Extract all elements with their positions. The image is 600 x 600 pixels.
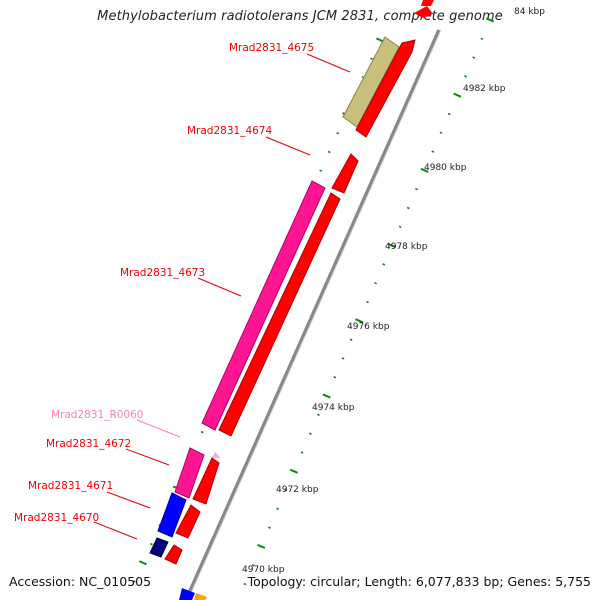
accession-text: Accession: NC_010505 [9, 574, 152, 589]
tick-mark [398, 225, 402, 229]
tick-mark [485, 17, 495, 23]
tick-mark [420, 167, 429, 173]
leader-line-4674 [265, 136, 311, 156]
tick-mark [472, 56, 476, 59]
scale-label-4970: 4970 kbp [242, 565, 285, 575]
tick-mark [406, 206, 410, 210]
forward-feature-arrow-2[interactable] [331, 153, 359, 194]
tick-mark [374, 281, 378, 285]
gene-label-4674[interactable]: Mrad2831_4674 [187, 125, 272, 137]
tick-mark [333, 376, 337, 379]
forward-feature-orange[interactable] [194, 593, 207, 600]
tick-mark [276, 507, 280, 511]
scale-tick-row [243, 17, 495, 586]
tick-mark [322, 393, 331, 399]
gene-label-4671[interactable]: Mrad2831_4671 [28, 480, 113, 492]
tick-mark [366, 300, 369, 304]
tick-mark [382, 263, 386, 266]
forward-feature-arrow-5[interactable] [175, 504, 201, 539]
tick-mark [257, 543, 266, 549]
scale-label-4982: 4982 kbp [463, 84, 506, 94]
tick-mark [431, 150, 435, 153]
leader-line-4671 [106, 491, 151, 509]
tick-mark [349, 338, 353, 341]
gene-label-4673[interactable]: Mrad2831_4673 [120, 267, 205, 279]
tick-mark [453, 92, 462, 98]
rna-feature[interactable] [212, 452, 221, 458]
scale-label-4978: 4978 kbp [385, 242, 428, 252]
leader-line-r0060 [136, 419, 181, 438]
scale-label-4972: 4972 kbp [276, 485, 319, 495]
tick-mark [243, 582, 247, 586]
forward-feature-top-arrow[interactable] [421, 0, 434, 6]
forward-feature-arrow-3[interactable] [218, 192, 341, 437]
tick-mark [200, 430, 204, 434]
reverse-feature-pink-large[interactable] [201, 180, 326, 431]
leader-line-4673 [197, 277, 242, 297]
scale-label-84: 84 kbp [514, 7, 545, 17]
genome-backbone-line [184, 29, 441, 600]
forward-feature-arrow-4[interactable] [192, 457, 220, 505]
scale-label-4980: 4980 kbp [424, 163, 467, 173]
scale-label-4976: 4976 kbp [347, 322, 390, 332]
tick-mark [387, 243, 397, 249]
tick-mark [267, 526, 271, 529]
tick-mark [284, 488, 288, 492]
topology-text: Topology: circular; Length: 6,077,833 bp… [247, 574, 591, 589]
tick-mark [251, 564, 255, 567]
reverse-feature-pink-small[interactable] [174, 447, 205, 499]
tick-mark [341, 357, 345, 360]
tick-mark [132, 580, 136, 583]
leader-line-4672 [125, 448, 170, 466]
gene-label-r0060[interactable]: Mrad2831_R0060 [51, 409, 143, 421]
map-title: Methylobacterium radiotolerans JCM 2831,… [97, 9, 503, 24]
scale-label-4974: 4974 kbp [312, 403, 355, 413]
leader-line-4670 [93, 521, 138, 540]
tick-mark [316, 413, 320, 417]
reverse-feature-olive[interactable] [342, 36, 400, 128]
tick-mark [355, 318, 364, 324]
forward-feature-arrow-1[interactable] [355, 39, 416, 138]
gene-label-4675[interactable]: Mrad2831_4675 [229, 42, 314, 54]
reverse-feature-blue-bottom[interactable] [179, 588, 195, 600]
tick-mark [289, 468, 298, 474]
tick-mark [138, 560, 147, 566]
tick-mark [464, 75, 467, 78]
forward-feature-top[interactable] [414, 6, 433, 18]
leader-line-4675 [306, 53, 351, 73]
reverse-feature-navy[interactable] [149, 537, 169, 558]
gene-label-4672[interactable]: Mrad2831_4672 [46, 438, 131, 450]
tick-mark [439, 131, 443, 135]
forward-feature-arrow-6[interactable] [164, 544, 183, 565]
tick-mark [149, 542, 153, 546]
tick-mark [300, 451, 304, 454]
tick-mark [447, 112, 451, 116]
tick-mark [370, 57, 373, 60]
tick-mark [480, 37, 484, 41]
tick-mark [415, 187, 418, 191]
tick-mark [319, 169, 323, 172]
tick-mark [327, 150, 331, 154]
reverse-feature-blue[interactable] [157, 492, 187, 538]
tick-mark [336, 132, 340, 135]
tick-mark [308, 432, 312, 435]
gene-label-4670[interactable]: Mrad2831_4670 [14, 512, 99, 524]
